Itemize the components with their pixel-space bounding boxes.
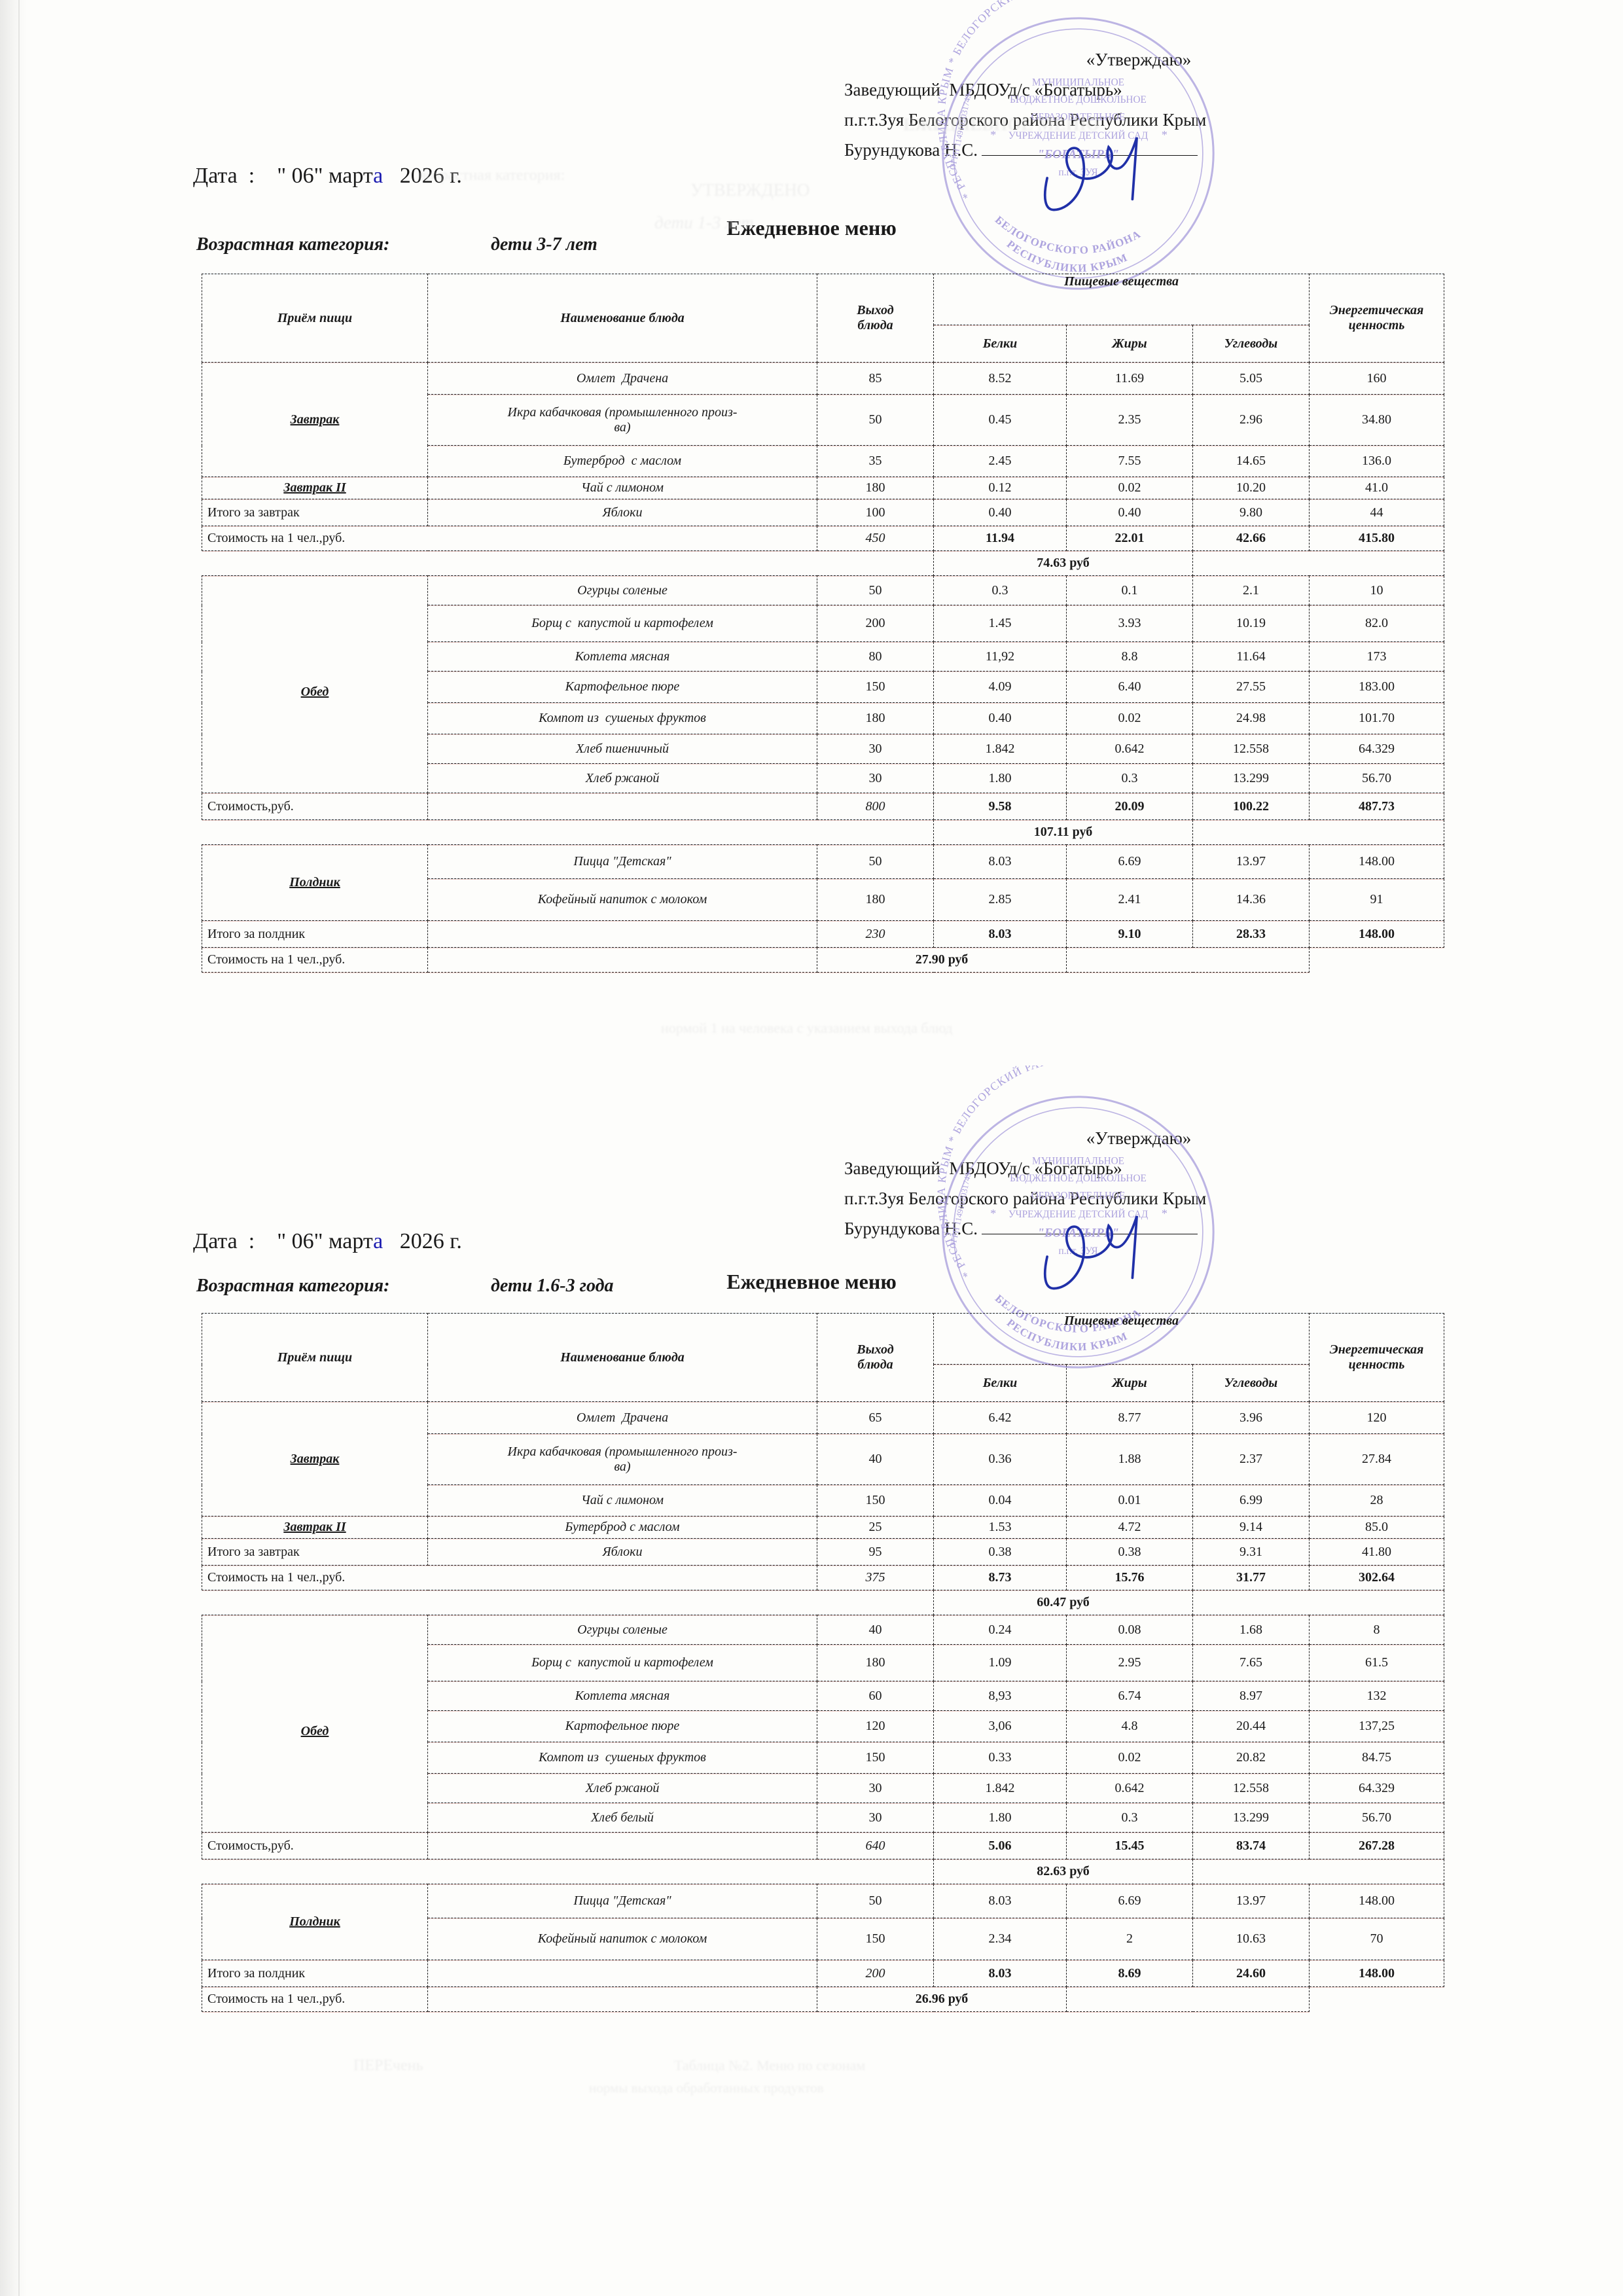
svg-text:*: * bbox=[990, 1207, 996, 1220]
